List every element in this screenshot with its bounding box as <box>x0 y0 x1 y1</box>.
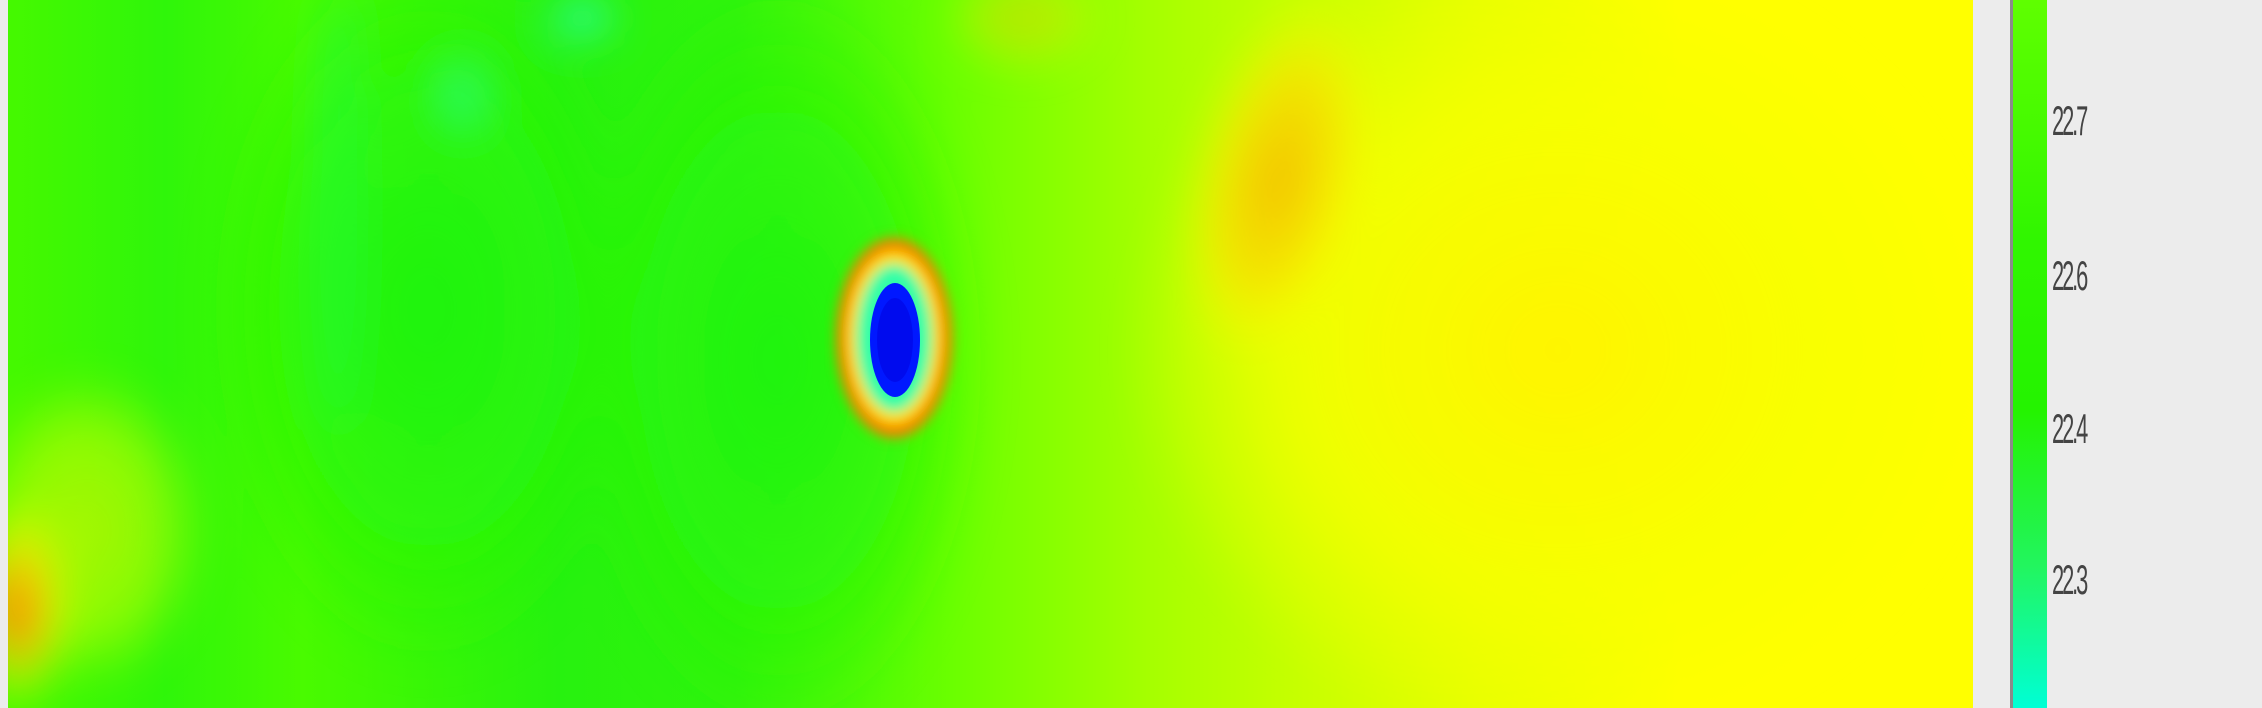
cyan-band-left <box>318 0 358 430</box>
cyan-spot-top <box>543 0 623 43</box>
upper-warm-spot <box>943 0 1103 73</box>
cyan-spot-upper <box>433 47 493 143</box>
colorbar-tick-label: 22.3 <box>2052 556 2088 603</box>
green-region-left <box>208 0 648 670</box>
orange-streak <box>1179 0 1377 366</box>
colorbar-gradient <box>2013 0 2047 708</box>
colorbar <box>2013 0 2047 708</box>
green-region-center <box>568 0 988 708</box>
heatmap-panel[interactable] <box>8 0 1973 708</box>
colorbar-tick-label: 22.7 <box>2052 97 2088 144</box>
blue-anomaly-core <box>877 298 913 382</box>
colorbar-tick-label: 22.6 <box>2052 252 2088 299</box>
panel-divider <box>2010 0 2013 708</box>
right-margin <box>1973 0 2010 708</box>
colorbar-tick-label: 22.4 <box>2052 405 2088 452</box>
left-yellow-area <box>8 370 208 690</box>
heatmap-image[interactable] <box>8 0 1973 708</box>
